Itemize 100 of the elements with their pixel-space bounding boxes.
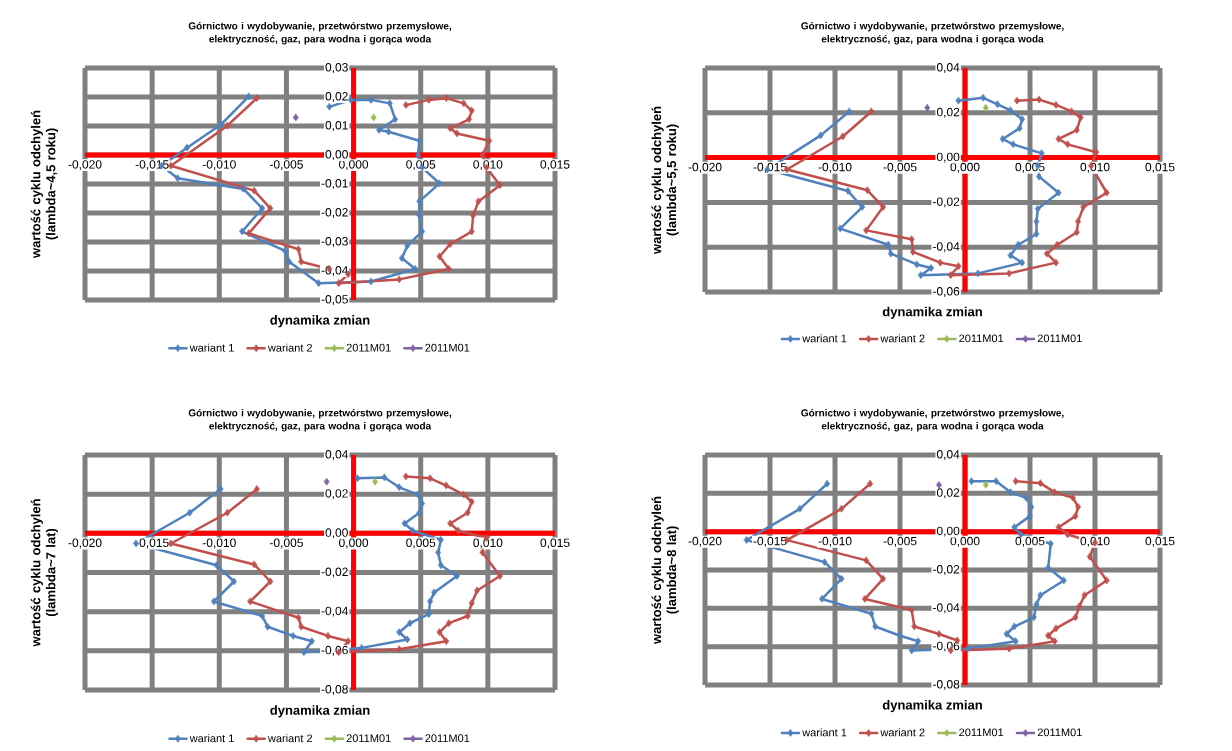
x-tick-label: 0,010	[473, 160, 503, 171]
point	[863, 226, 870, 235]
point	[407, 619, 413, 627]
point	[1051, 488, 1058, 497]
y-tick-label: 0,00	[936, 526, 960, 537]
point	[245, 229, 252, 238]
point	[323, 478, 330, 486]
point	[309, 637, 315, 645]
point	[1077, 113, 1084, 122]
x-tick-label: 0,010	[473, 538, 503, 549]
point	[1076, 602, 1083, 611]
point	[1047, 539, 1054, 548]
legend-label: 2011M01	[1037, 728, 1082, 737]
point	[1080, 203, 1087, 211]
point	[381, 473, 388, 482]
point	[186, 509, 193, 517]
point	[376, 126, 382, 134]
point	[468, 498, 475, 506]
x-tick-label: 0,000	[950, 536, 980, 547]
x-tick-label: -0,015	[135, 538, 169, 549]
point	[911, 622, 918, 631]
point	[264, 622, 271, 631]
x-tick-label: 0,000	[339, 538, 369, 549]
point	[1012, 477, 1019, 485]
x-tick-label: -0,010	[202, 160, 236, 171]
point	[1033, 217, 1040, 226]
point	[1006, 645, 1013, 653]
point	[385, 128, 392, 136]
point	[1037, 591, 1044, 600]
point	[1006, 269, 1013, 278]
point	[464, 509, 471, 517]
point	[446, 265, 452, 273]
point	[1045, 631, 1052, 640]
y-tick-label: 0,04	[936, 63, 960, 73]
point	[217, 485, 224, 493]
x-tick-label: -0,005	[883, 536, 917, 547]
point	[821, 558, 828, 566]
chart-title: Górnictwo i wydobywanie, przetwórstwo przemysłowe, elektryczność, gaz, para wodna i gorąca woda	[801, 408, 1064, 432]
y-tick-label: 0,00	[325, 150, 348, 160]
point	[174, 174, 181, 182]
point	[443, 481, 450, 490]
point	[267, 204, 274, 213]
point	[437, 536, 444, 544]
point	[908, 646, 915, 655]
point	[396, 275, 403, 284]
point	[1072, 512, 1079, 520]
point	[335, 279, 342, 287]
point	[982, 481, 989, 489]
point	[743, 536, 750, 544]
y-tick-label: -0,02	[932, 197, 960, 208]
point	[928, 264, 935, 272]
point	[460, 99, 467, 108]
point	[435, 548, 442, 557]
point	[1055, 135, 1062, 143]
point	[468, 599, 475, 607]
point	[1073, 228, 1080, 236]
x-axis-title: dynamika zmian	[270, 705, 370, 718]
point	[292, 113, 299, 122]
point	[447, 124, 454, 133]
y-tick-label: 0,04	[936, 450, 960, 460]
point	[245, 92, 252, 101]
point	[416, 137, 423, 145]
point	[846, 107, 853, 116]
y-tick-label: -0,04	[932, 603, 960, 614]
point	[247, 597, 254, 606]
point	[404, 242, 411, 250]
point	[1051, 637, 1058, 646]
point	[885, 240, 892, 249]
point	[475, 197, 482, 206]
point	[999, 135, 1006, 143]
x-tick-label: -0,020	[68, 160, 102, 171]
legend-label: wariant 2	[267, 343, 313, 352]
point	[446, 619, 452, 627]
point	[868, 609, 875, 618]
point	[837, 224, 844, 233]
point	[1075, 503, 1081, 511]
point	[290, 632, 297, 640]
point	[980, 94, 987, 102]
y-tick-label: -0,03	[321, 237, 348, 247]
point	[1034, 205, 1041, 213]
point	[254, 485, 260, 493]
point	[486, 137, 493, 145]
point	[436, 252, 443, 261]
point	[425, 610, 432, 618]
point	[301, 648, 307, 656]
point	[298, 257, 305, 266]
point	[1045, 563, 1052, 572]
y-tick-label: -0,02	[321, 567, 348, 578]
point	[282, 247, 288, 255]
legend-label: 2011M01	[1037, 334, 1082, 343]
point	[917, 271, 924, 279]
point	[213, 561, 220, 569]
y-tick-label: 0,02	[325, 489, 348, 500]
legend-label: 2011M01	[425, 343, 470, 352]
point	[399, 254, 405, 262]
point	[868, 107, 875, 116]
point	[1007, 488, 1014, 497]
y-tick-label: -0,02	[321, 208, 348, 218]
y-tick-label: -0,06	[321, 645, 348, 656]
point	[358, 644, 365, 652]
